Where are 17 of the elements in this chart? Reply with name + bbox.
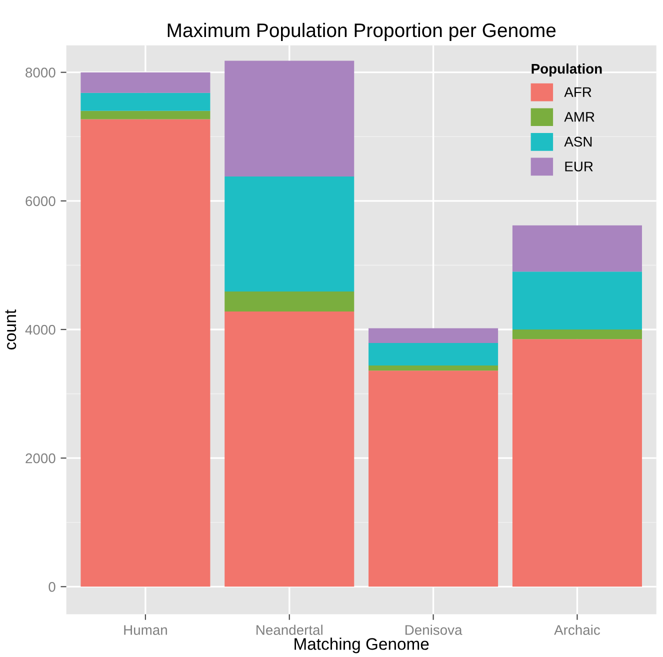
chart-title: Maximum Population Proportion per Genome bbox=[168, 22, 556, 42]
y-axis-title: count bbox=[5, 310, 16, 350]
x-axis-title: Matching Genome bbox=[294, 638, 429, 654]
x-tick-label: Denisova bbox=[405, 624, 462, 635]
legend-label: EUR bbox=[565, 162, 593, 172]
x-tick-label: Archaic bbox=[554, 624, 600, 635]
legend-label: ASN bbox=[564, 136, 592, 147]
y-tick-label: 0 bbox=[48, 582, 56, 592]
x-tick-label: Human bbox=[124, 625, 167, 635]
x-tick-label: Neandertal bbox=[256, 624, 322, 635]
legend-label: AFR bbox=[564, 87, 592, 97]
y-tick-label: 8000 bbox=[26, 68, 56, 78]
legend-label: AMR bbox=[564, 112, 594, 122]
y-tick-label: 2000 bbox=[26, 453, 56, 464]
legend-title: Population bbox=[532, 64, 602, 76]
y-tick-label: 4000 bbox=[25, 324, 56, 335]
y-tick-label: 6000 bbox=[26, 196, 56, 206]
